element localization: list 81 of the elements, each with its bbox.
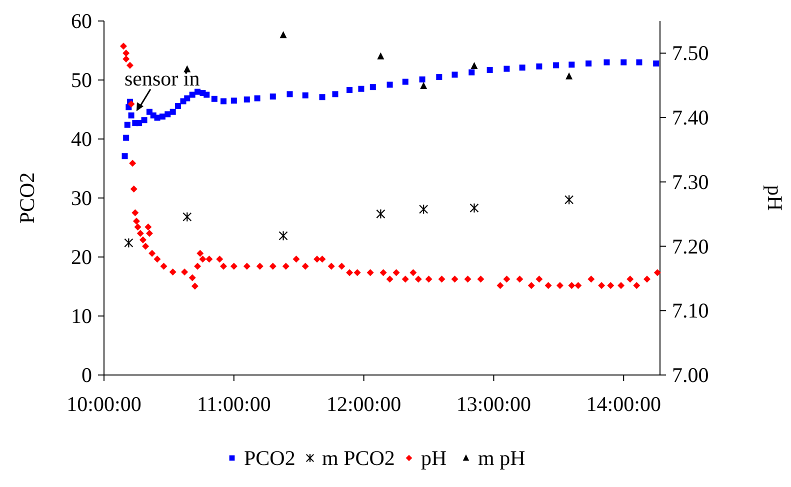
point	[124, 238, 134, 248]
x-tick-label: 11:00:00	[196, 392, 271, 416]
point	[182, 212, 192, 222]
y2-axis-title: pH	[763, 185, 787, 211]
point	[175, 102, 182, 109]
point	[128, 112, 134, 118]
point	[159, 114, 166, 120]
point	[346, 87, 353, 94]
point	[124, 122, 130, 128]
point	[319, 94, 326, 100]
point	[420, 82, 428, 90]
y-tick-label: 60	[71, 9, 92, 33]
point	[170, 108, 176, 115]
point	[254, 95, 260, 102]
legend-label: m PCO2	[322, 446, 395, 470]
legend-label: PCO2	[244, 446, 296, 470]
point	[377, 52, 384, 60]
point	[302, 92, 308, 98]
point	[280, 31, 287, 38]
point	[566, 72, 573, 80]
point	[122, 153, 128, 160]
point	[164, 111, 171, 118]
point	[653, 60, 660, 66]
point	[376, 208, 386, 219]
point	[286, 91, 293, 98]
y2-tick-label: 7.10	[672, 298, 709, 323]
point	[604, 59, 610, 66]
point	[468, 69, 475, 76]
point	[419, 76, 426, 82]
legend-label: m pH	[478, 446, 526, 470]
y-tick-label: 20	[71, 245, 92, 269]
point	[620, 59, 627, 66]
point	[278, 230, 288, 241]
y2-tick-label: 7.20	[672, 234, 709, 258]
point	[470, 62, 478, 70]
point	[636, 59, 642, 66]
point	[519, 64, 526, 71]
point	[386, 82, 393, 88]
y-tick-label: 50	[71, 68, 92, 92]
point	[189, 92, 196, 98]
point	[486, 66, 493, 73]
point	[204, 92, 210, 98]
point	[536, 63, 542, 70]
point	[470, 202, 479, 214]
point	[211, 96, 218, 102]
point	[220, 98, 227, 104]
x-tick-label: 12:00:00	[326, 392, 402, 416]
y-tick-label: 10	[71, 304, 92, 328]
point	[332, 91, 338, 98]
point	[553, 62, 560, 68]
annotation: sensor in	[124, 66, 200, 90]
y2-tick-label: 7.00	[672, 363, 709, 387]
point	[184, 65, 191, 72]
y2-tick-label: 7.40	[672, 106, 709, 130]
point	[504, 66, 510, 72]
point	[568, 62, 575, 68]
y-tick-label: 0	[82, 363, 92, 387]
point	[436, 74, 442, 80]
point	[141, 117, 148, 124]
point	[230, 98, 237, 104]
point	[370, 84, 376, 90]
point	[136, 120, 142, 126]
legend-label: pH	[421, 446, 447, 470]
point	[270, 94, 276, 100]
y-tick-label: 40	[71, 127, 92, 151]
x-tick-label: 14:00:00	[586, 392, 661, 416]
y-tick-label: 30	[71, 186, 92, 210]
point	[123, 134, 130, 141]
x-tick-label: 10:00:00	[66, 392, 142, 416]
point	[419, 204, 428, 214]
point	[184, 95, 190, 102]
x-tick-label: 13:00:00	[456, 392, 532, 416]
point	[358, 86, 364, 92]
point	[244, 96, 250, 102]
y-axis-title: PCO2	[15, 172, 39, 224]
point	[452, 72, 458, 78]
point	[402, 78, 408, 85]
y2-tick-label: 7.50	[672, 41, 709, 66]
y2-tick-label: 7.30	[672, 170, 709, 194]
point	[586, 60, 592, 66]
point	[564, 194, 574, 205]
